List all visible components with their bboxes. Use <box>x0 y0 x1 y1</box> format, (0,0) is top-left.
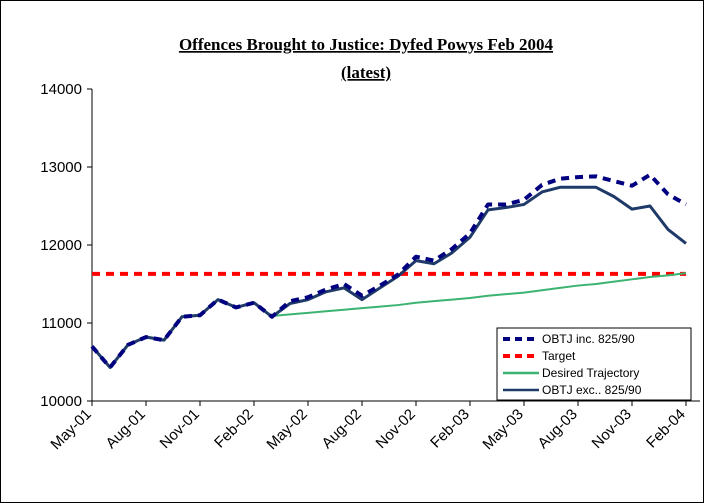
y-tick-label: 10000 <box>40 393 82 410</box>
series-line <box>90 172 687 370</box>
legend-label: OBTJ inc. 825/90 <box>542 332 635 346</box>
y-tick-label: 14000 <box>40 81 82 98</box>
y-tick-label: 13000 <box>40 159 82 176</box>
legend-label: Target <box>542 349 576 363</box>
chart-subtitle: (latest) <box>341 63 391 82</box>
legend-label: OBTJ exc.. 825/90 <box>542 383 642 397</box>
y-tick-label: 12000 <box>40 237 82 254</box>
chart-title: Offences Brought to Justice: Dyfed Powys… <box>179 35 554 54</box>
legend-label: Desired Trajectory <box>542 366 639 380</box>
series-line <box>271 272 687 317</box>
y-tick-label: 11000 <box>41 315 82 332</box>
